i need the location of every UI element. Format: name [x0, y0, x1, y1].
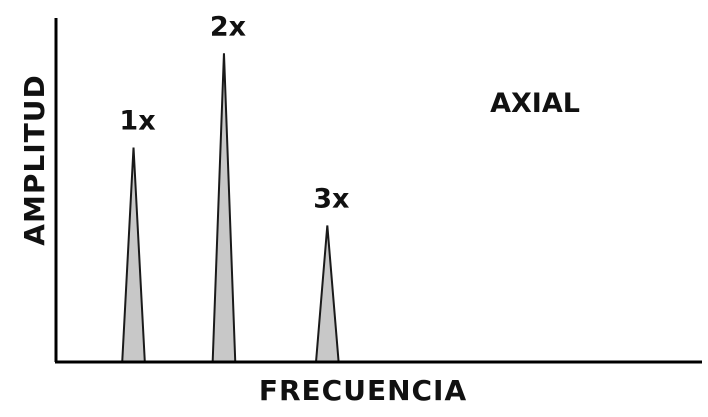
peak-label-1x: 1x — [119, 106, 155, 137]
axial-annotation: AXIAL — [490, 88, 580, 119]
peak-1x — [121, 147, 146, 363]
peak-labels-layer: 1x 2x 3x — [119, 11, 349, 214]
peaks-layer — [121, 53, 340, 363]
peak-3x — [314, 225, 340, 363]
peak-2x — [211, 53, 237, 363]
x-axis-label: FRECUENCIA — [259, 374, 467, 407]
peak-label-3x: 3x — [313, 184, 349, 215]
peak-label-2x: 2x — [210, 11, 246, 42]
y-axis-label: AMPLITUD — [18, 74, 51, 245]
